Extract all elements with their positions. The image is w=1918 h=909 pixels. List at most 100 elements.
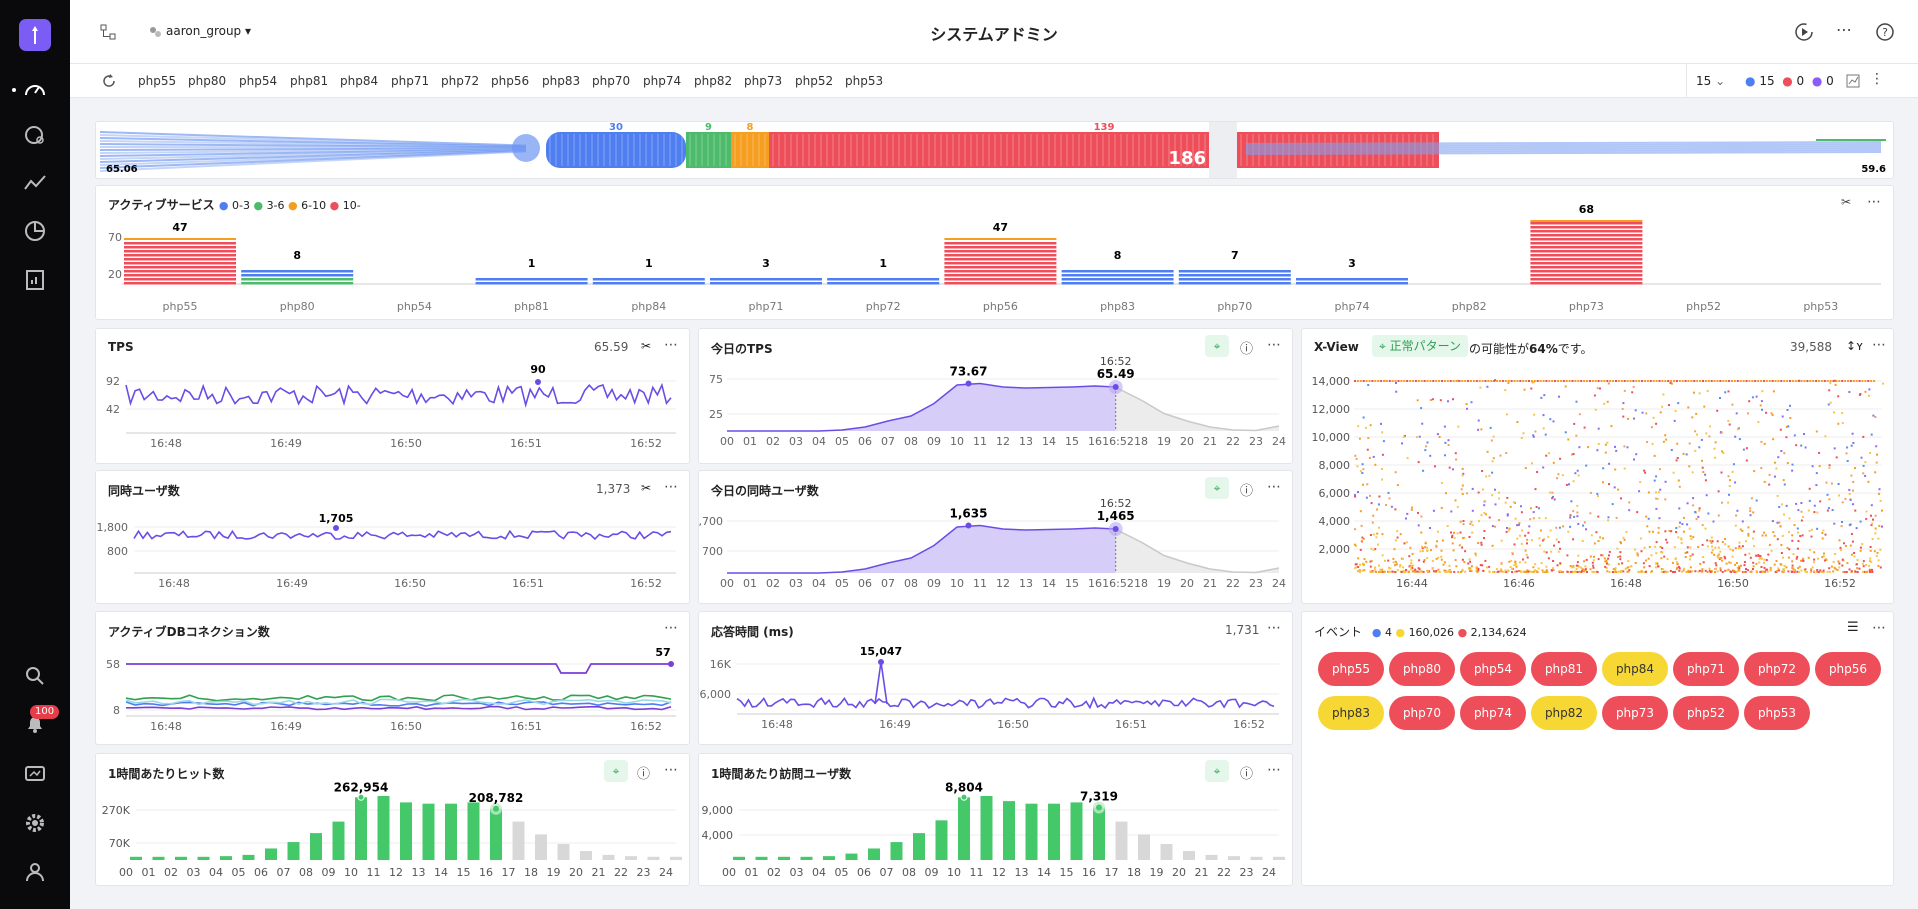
event-badge-php72[interactable]: php72 bbox=[1744, 652, 1810, 686]
visitors-menu-icon[interactable]: ⋯ bbox=[1267, 762, 1282, 778]
scatter-point bbox=[1514, 570, 1517, 573]
agent-tab-php71[interactable]: php71 bbox=[391, 74, 430, 88]
agent-tab-php82[interactable]: php82 bbox=[694, 74, 733, 88]
xview-menu-icon[interactable]: ⋯ bbox=[1872, 337, 1887, 353]
event-badge-php53[interactable]: php53 bbox=[1744, 696, 1810, 730]
events-menu-icon[interactable]: ⋯ bbox=[1872, 620, 1887, 636]
chart-toggle-icon[interactable] bbox=[1846, 74, 1860, 88]
event-badge-php83[interactable]: php83 bbox=[1318, 696, 1384, 730]
x-tick: 04 bbox=[812, 866, 826, 879]
replay-icon[interactable] bbox=[1794, 22, 1814, 42]
event-badge-php81[interactable]: php81 bbox=[1531, 652, 1597, 686]
event-badge-php55[interactable]: php55 bbox=[1318, 652, 1384, 686]
scatter-point bbox=[1717, 556, 1720, 559]
agent-tab-php52[interactable]: php52 bbox=[795, 74, 834, 88]
agent-tab-php72[interactable]: php72 bbox=[441, 74, 480, 88]
refresh-icon[interactable] bbox=[102, 74, 116, 88]
pattern-icon[interactable]: ⌖ bbox=[1205, 760, 1229, 782]
agent-tab-php55[interactable]: php55 bbox=[138, 74, 177, 88]
pattern-icon[interactable]: ⌖ bbox=[604, 760, 628, 782]
scatter-point bbox=[1737, 569, 1740, 572]
users-menu-icon[interactable]: ⋯ bbox=[664, 479, 679, 495]
event-badge-php82[interactable]: php82 bbox=[1531, 696, 1597, 730]
info-icon[interactable]: ⓘ bbox=[637, 767, 651, 782]
dashboard-icon[interactable] bbox=[23, 78, 47, 102]
pattern-icon[interactable]: ⌖ bbox=[1205, 335, 1229, 357]
agent-tab-php54[interactable]: php54 bbox=[239, 74, 278, 88]
xview-chart[interactable]: 14,00012,00010,0008,0006,0004,0002,00016… bbox=[1302, 329, 1893, 603]
trend-icon[interactable] bbox=[23, 171, 47, 195]
scatter-point bbox=[1498, 497, 1501, 500]
bell-icon[interactable] bbox=[23, 712, 47, 736]
event-badge-php84[interactable]: php84 bbox=[1602, 652, 1668, 686]
group-selector[interactable]: aaron_group ▾ bbox=[166, 24, 251, 38]
scissors-icon[interactable]: ✂ bbox=[641, 339, 652, 353]
scatter-point bbox=[1731, 555, 1734, 558]
scatter-point bbox=[1608, 571, 1611, 573]
scatter-point bbox=[1539, 544, 1541, 547]
today-tps-menu-icon[interactable]: ⋯ bbox=[1267, 337, 1282, 353]
agent-count-select[interactable]: 15 ⌄ bbox=[1696, 74, 1725, 88]
hour-bar bbox=[1138, 834, 1150, 860]
y-tick: 20 bbox=[108, 268, 122, 281]
hour-bar bbox=[1093, 807, 1105, 860]
search-icon[interactable] bbox=[23, 664, 47, 688]
agent-tab-php74[interactable]: php74 bbox=[643, 74, 682, 88]
y-scale-icon[interactable]: ↕ʏ bbox=[1846, 339, 1864, 353]
agent-tab-php70[interactable]: php70 bbox=[592, 74, 631, 88]
active-menu-icon[interactable]: ⋯ bbox=[1867, 194, 1882, 210]
pattern-icon[interactable]: ⌖ bbox=[1205, 477, 1229, 499]
agent-tab-php81[interactable]: php81 bbox=[290, 74, 329, 88]
event-badge-php52[interactable]: php52 bbox=[1673, 696, 1739, 730]
scissors-icon[interactable]: ✂ bbox=[1841, 195, 1852, 209]
scatter-point bbox=[1508, 527, 1511, 530]
scatter-point bbox=[1667, 380, 1670, 382]
app-logo[interactable] bbox=[19, 19, 51, 51]
chat-icon[interactable] bbox=[23, 763, 47, 787]
scatter-point bbox=[1551, 569, 1554, 572]
pie-chart-icon[interactable] bbox=[23, 219, 47, 243]
event-badge-php71[interactable]: php71 bbox=[1673, 652, 1739, 686]
agent-tab-php83[interactable]: php83 bbox=[542, 74, 581, 88]
agent-tab-php73[interactable]: php73 bbox=[744, 74, 783, 88]
agent-tab-php80[interactable]: php80 bbox=[188, 74, 227, 88]
agent-tab-php53[interactable]: php53 bbox=[845, 74, 884, 88]
info-icon[interactable]: ⓘ bbox=[1240, 342, 1254, 357]
agent-tab-php84[interactable]: php84 bbox=[340, 74, 379, 88]
more-icon[interactable]: ⋯ bbox=[1836, 20, 1852, 39]
help-icon[interactable]: ? bbox=[1875, 22, 1895, 42]
info-icon[interactable]: ⓘ bbox=[1240, 767, 1254, 782]
monitor-settings-icon[interactable] bbox=[23, 123, 47, 147]
today-users-menu-icon[interactable]: ⋯ bbox=[1267, 479, 1282, 495]
hits-menu-icon[interactable]: ⋯ bbox=[664, 762, 679, 778]
scissors-icon[interactable]: ✂ bbox=[641, 481, 652, 495]
tab-more-icon[interactable]: ⋮ bbox=[1870, 71, 1884, 87]
user-icon[interactable] bbox=[23, 860, 47, 884]
event-badge-php56[interactable]: php56 bbox=[1815, 652, 1881, 686]
event-badge-php54[interactable]: php54 bbox=[1460, 652, 1526, 686]
pattern-badge[interactable]: ⌖ 正常パターン bbox=[1372, 335, 1468, 357]
event-badge-php74[interactable]: php74 bbox=[1460, 696, 1526, 730]
list-icon[interactable]: ☰ bbox=[1847, 620, 1859, 635]
gear-icon[interactable] bbox=[23, 811, 47, 835]
agent-tab-php56[interactable]: php56 bbox=[491, 74, 530, 88]
event-badge-php70[interactable]: php70 bbox=[1389, 696, 1455, 730]
info-icon[interactable]: ⓘ bbox=[1240, 484, 1254, 499]
tps-menu-icon[interactable]: ⋯ bbox=[664, 337, 679, 353]
response-menu-icon[interactable]: ⋯ bbox=[1267, 620, 1282, 636]
event-badge-php80[interactable]: php80 bbox=[1389, 652, 1455, 686]
topology-icon[interactable] bbox=[100, 24, 116, 40]
event-badge-php73[interactable]: php73 bbox=[1602, 696, 1668, 730]
db-menu-icon[interactable]: ⋯ bbox=[664, 620, 679, 636]
report-icon[interactable] bbox=[23, 268, 47, 292]
today-users-chart[interactable]: 1,70070000010203040506070809101112131415… bbox=[699, 471, 1292, 603]
